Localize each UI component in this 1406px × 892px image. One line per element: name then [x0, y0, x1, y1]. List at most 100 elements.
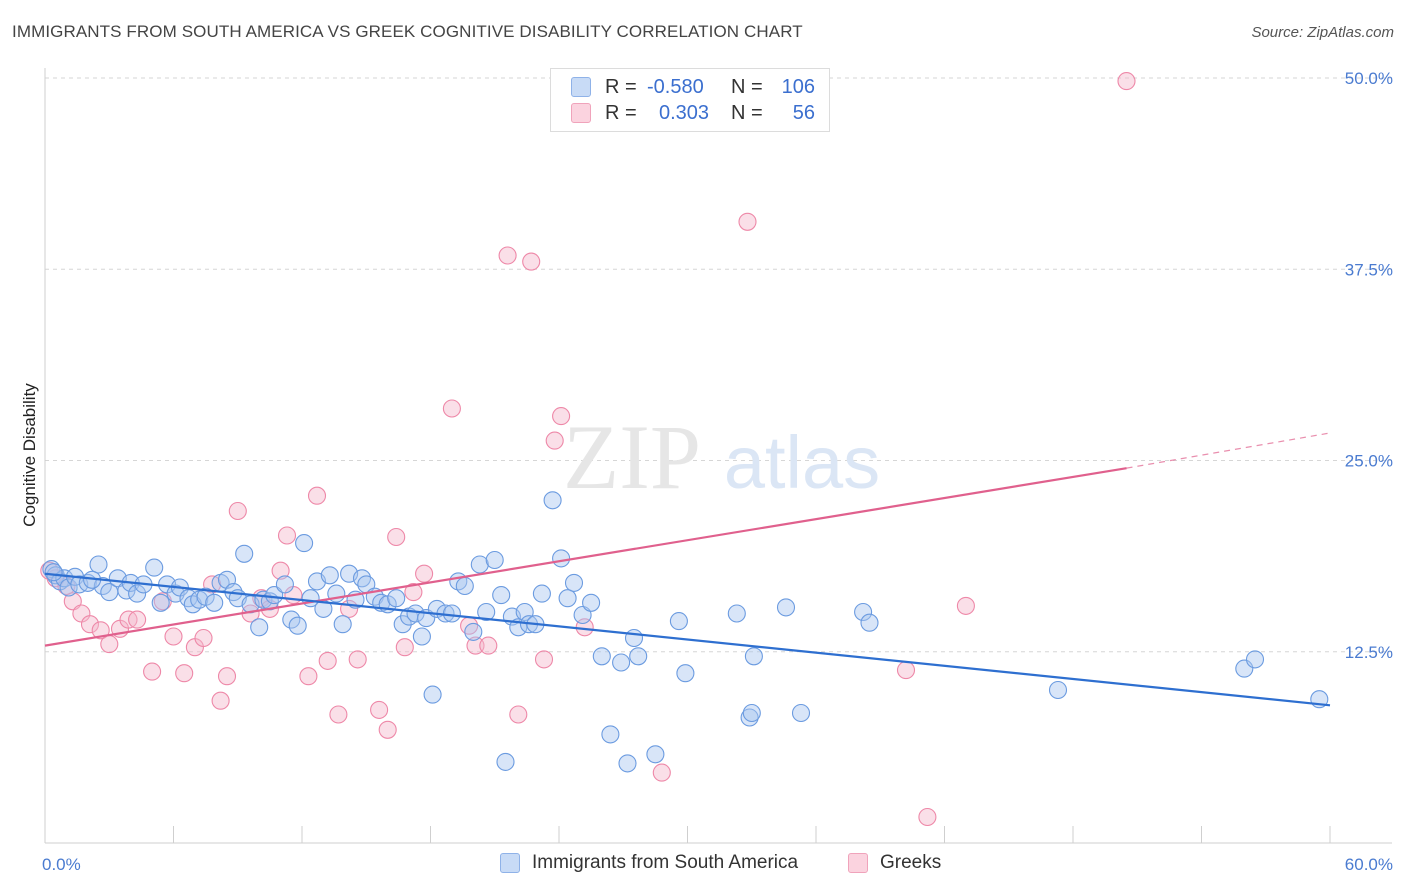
south-america-point: [470, 555, 489, 574]
south-america-point: [791, 703, 811, 723]
y-tick-label: 37.5%: [1345, 260, 1393, 279]
south-america-point: [387, 589, 406, 608]
south-america-point: [624, 628, 644, 648]
south-america-point: [854, 602, 873, 622]
watermark-zip: ZIP: [563, 406, 701, 508]
greeks-point: [442, 399, 461, 418]
greeks-point: [387, 527, 406, 547]
grid-lines: [45, 77, 1392, 653]
south-america-point: [1245, 650, 1265, 669]
chart-source: Source: ZipAtlas.com: [1251, 24, 1394, 41]
greeks-point: [271, 561, 290, 580]
legend-r-label: R =: [605, 101, 637, 124]
south-america-point: [333, 615, 352, 634]
legend-r-value: 0.303: [658, 101, 710, 124]
series-legend: Immigrants from South America Greeks: [0, 852, 1406, 876]
series-swatch-south-america: [500, 853, 520, 873]
series-legend-south-america[interactable]: Immigrants from South America: [500, 852, 798, 874]
x-tick-label: 0.0%: [42, 855, 81, 874]
greeks-point: [466, 636, 485, 655]
south-america-point: [601, 725, 620, 744]
greeks-point: [918, 807, 937, 827]
south-america-point: [592, 647, 611, 666]
south-america-point: [1048, 680, 1068, 700]
south-america-point: [532, 584, 551, 603]
greeks-trend-line: [44, 467, 1127, 647]
greeks-point: [100, 635, 119, 654]
legend-n-value: 106: [781, 75, 815, 98]
south-america-point: [128, 584, 147, 603]
y-tick-label: 50.0%: [1345, 69, 1393, 88]
south-america-point: [744, 647, 763, 666]
south-america-point: [59, 578, 78, 597]
greeks-point: [228, 501, 247, 521]
south-america-point: [552, 549, 571, 568]
greeks-point: [534, 650, 554, 669]
south-america-point: [275, 575, 294, 594]
south-america-point: [669, 612, 688, 631]
south-america-point: [742, 703, 761, 723]
greeks-point: [63, 592, 82, 611]
south-america-point: [250, 618, 269, 637]
greeks-point: [522, 252, 541, 271]
greeks-point: [545, 431, 564, 450]
greeks-point: [80, 615, 100, 634]
south-america-point: [44, 563, 63, 582]
greeks-point: [652, 763, 671, 782]
greeks-point: [211, 691, 230, 710]
south-america-point: [477, 602, 496, 622]
south-america-point: [485, 550, 504, 570]
south-america-point: [496, 752, 515, 771]
greeks-point: [128, 610, 147, 629]
south-america-point: [646, 745, 665, 764]
south-america-point: [89, 555, 108, 574]
greeks-point: [277, 526, 297, 545]
greeks-point: [91, 621, 110, 640]
y-tick-label: 25.0%: [1345, 452, 1393, 471]
south-america-point: [618, 754, 637, 773]
south-america-point: [145, 558, 164, 577]
south-america-point: [860, 613, 879, 632]
south-america-point: [582, 593, 601, 612]
greeks-point: [370, 700, 389, 719]
greeks-point: [143, 662, 162, 681]
legend-r-value: -0.580: [647, 75, 704, 98]
series-legend-greeks[interactable]: Greeks: [848, 852, 941, 874]
axes: [44, 68, 1392, 844]
greeks-point: [1117, 72, 1136, 91]
greeks-point: [509, 705, 528, 724]
chart-title: IMMIGRANTS FROM SOUTH AMERICA VS GREEK C…: [12, 22, 803, 41]
south-america-point: [543, 491, 562, 510]
legend-n-label: N =: [731, 101, 763, 124]
greeks-points: [40, 72, 1136, 827]
series-swatch-greeks: [848, 853, 868, 873]
greeks-point: [552, 407, 571, 426]
greeks-point: [498, 246, 517, 265]
greeks-point: [378, 720, 397, 739]
south-america-point: [151, 593, 170, 612]
south-america-trend-line: [44, 572, 1331, 707]
legend-r-label: R =: [605, 75, 637, 98]
correlation-legend: R = -0.580 N = 106 R = 0.303 N = 56: [550, 68, 830, 132]
greeks-point: [318, 651, 337, 670]
greeks-point: [299, 667, 318, 686]
south-america-point: [564, 573, 584, 592]
y-axis-title: Cognitive Disability: [20, 383, 39, 527]
greeks-point: [404, 583, 423, 602]
greeks-point: [395, 638, 414, 657]
greeks-point: [217, 667, 237, 686]
greeks-point: [329, 705, 348, 724]
greeks-point: [415, 564, 434, 583]
trend-lines: [44, 432, 1331, 707]
south-america-point: [205, 593, 224, 612]
watermark: ZIP atlas: [563, 406, 880, 508]
legend-n-label: N =: [731, 75, 763, 98]
greeks-point: [194, 628, 213, 648]
greeks-point: [164, 627, 183, 646]
y-tick-label: 12.5%: [1345, 643, 1393, 662]
greeks-point: [956, 596, 975, 615]
legend-row-south-america: R = -0.580 N = 106: [571, 75, 815, 99]
south-america-point: [727, 604, 746, 623]
greeks-point: [896, 661, 916, 680]
